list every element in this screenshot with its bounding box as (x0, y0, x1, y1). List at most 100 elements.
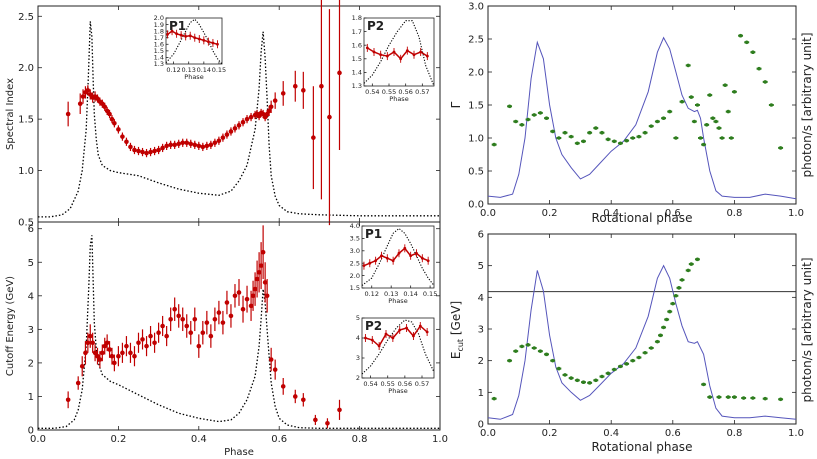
marker (172, 142, 177, 148)
x-tick-label: 0.6 (665, 428, 681, 439)
inset-label: P2 (365, 319, 382, 333)
ecut-ylabel-unit: [GeV] (449, 301, 463, 339)
inset-y-tick-label: 4 (356, 334, 360, 342)
data-point (236, 121, 242, 130)
data-point (136, 332, 141, 353)
marker (301, 397, 306, 403)
marker (569, 376, 573, 380)
inset-marker (405, 326, 408, 330)
inset-marker (391, 336, 395, 340)
inset-marker (385, 256, 389, 260)
marker (140, 337, 145, 342)
data-point (144, 148, 149, 158)
marker (717, 126, 721, 130)
inset-marker (197, 37, 201, 41)
data-point (701, 382, 707, 387)
inset-label: P1 (365, 227, 382, 241)
y-tick-label: 2.0 (468, 68, 484, 79)
inset-y-tick-label: 1.5 (350, 284, 360, 292)
data-point (120, 342, 125, 363)
inset-label: P2 (367, 19, 384, 33)
marker (116, 127, 121, 132)
inset-xlabel: Phase (389, 95, 408, 103)
marker (587, 381, 592, 385)
marker (160, 323, 165, 329)
inset-xlabel: Phase (184, 73, 203, 81)
marker (77, 101, 83, 107)
marker (701, 142, 706, 147)
inset-y-tick-label: 2.0 (154, 14, 164, 22)
marker (172, 306, 177, 312)
marker (164, 333, 169, 339)
marker (280, 384, 286, 389)
marker (575, 141, 580, 146)
data-point (83, 86, 88, 99)
data-point (327, 9, 332, 226)
data-point (148, 147, 153, 157)
data-point (224, 290, 230, 315)
marker (236, 290, 242, 295)
y-tick-label: 1.0 (18, 166, 34, 177)
marker (319, 83, 324, 89)
marker (264, 293, 270, 299)
marker (176, 141, 181, 147)
marker (701, 382, 706, 387)
data-point (719, 136, 725, 140)
data-point (152, 332, 157, 353)
data-point (688, 262, 694, 266)
inset-y-tick-label: 1.4 (352, 69, 362, 77)
marker (600, 130, 604, 135)
ecut-xlabel: Rotational phase (592, 440, 693, 454)
data-point (224, 130, 230, 139)
data-point (670, 301, 676, 306)
marker (674, 293, 678, 298)
x-tick-label: 1.0 (788, 208, 804, 219)
marker (208, 142, 214, 148)
marker (100, 350, 105, 356)
data-point (116, 125, 121, 134)
marker (732, 395, 737, 399)
marker (254, 276, 260, 282)
y-tick-label: 4 (28, 291, 34, 302)
inset-series-line (366, 47, 428, 60)
inset-y-tick-label: 1.5 (352, 55, 362, 63)
inset-y-tick-label: 3.0 (350, 247, 360, 255)
inset-marker (380, 254, 383, 258)
marker (83, 350, 88, 356)
marker (612, 367, 617, 372)
data-point (762, 396, 768, 401)
marker (136, 340, 141, 346)
data-point (581, 139, 586, 144)
inset-y-tick-label: 1.9 (154, 21, 164, 29)
y-tick-label: 1.5 (18, 115, 34, 126)
inset-marker (420, 256, 424, 260)
data-point (550, 358, 556, 363)
data-point (102, 102, 108, 111)
data-point (654, 119, 660, 124)
data-point (220, 133, 226, 142)
data-point (97, 351, 103, 368)
data-point (164, 141, 169, 150)
data-point (65, 101, 71, 127)
data-point (256, 252, 262, 293)
inset-marker (385, 54, 389, 58)
data-point (756, 66, 762, 71)
marker (532, 113, 536, 117)
inset-x-tick-label: 0.14 (403, 290, 417, 298)
inset-marker (362, 264, 366, 268)
data-point (148, 326, 153, 347)
x-tick-label: 0.2 (542, 428, 558, 439)
marker (520, 123, 524, 127)
data-point (605, 137, 611, 142)
inset-x-tick-label: 0.56 (398, 380, 412, 388)
x-tick-label: 0.8 (726, 208, 742, 219)
data-point (507, 358, 513, 363)
y-tick-label: 5 (478, 261, 484, 272)
marker (112, 360, 117, 366)
marker (216, 138, 222, 144)
marker (148, 149, 153, 155)
marker (292, 394, 298, 399)
data-point (272, 92, 278, 109)
data-point (636, 355, 642, 360)
marker (714, 119, 718, 124)
